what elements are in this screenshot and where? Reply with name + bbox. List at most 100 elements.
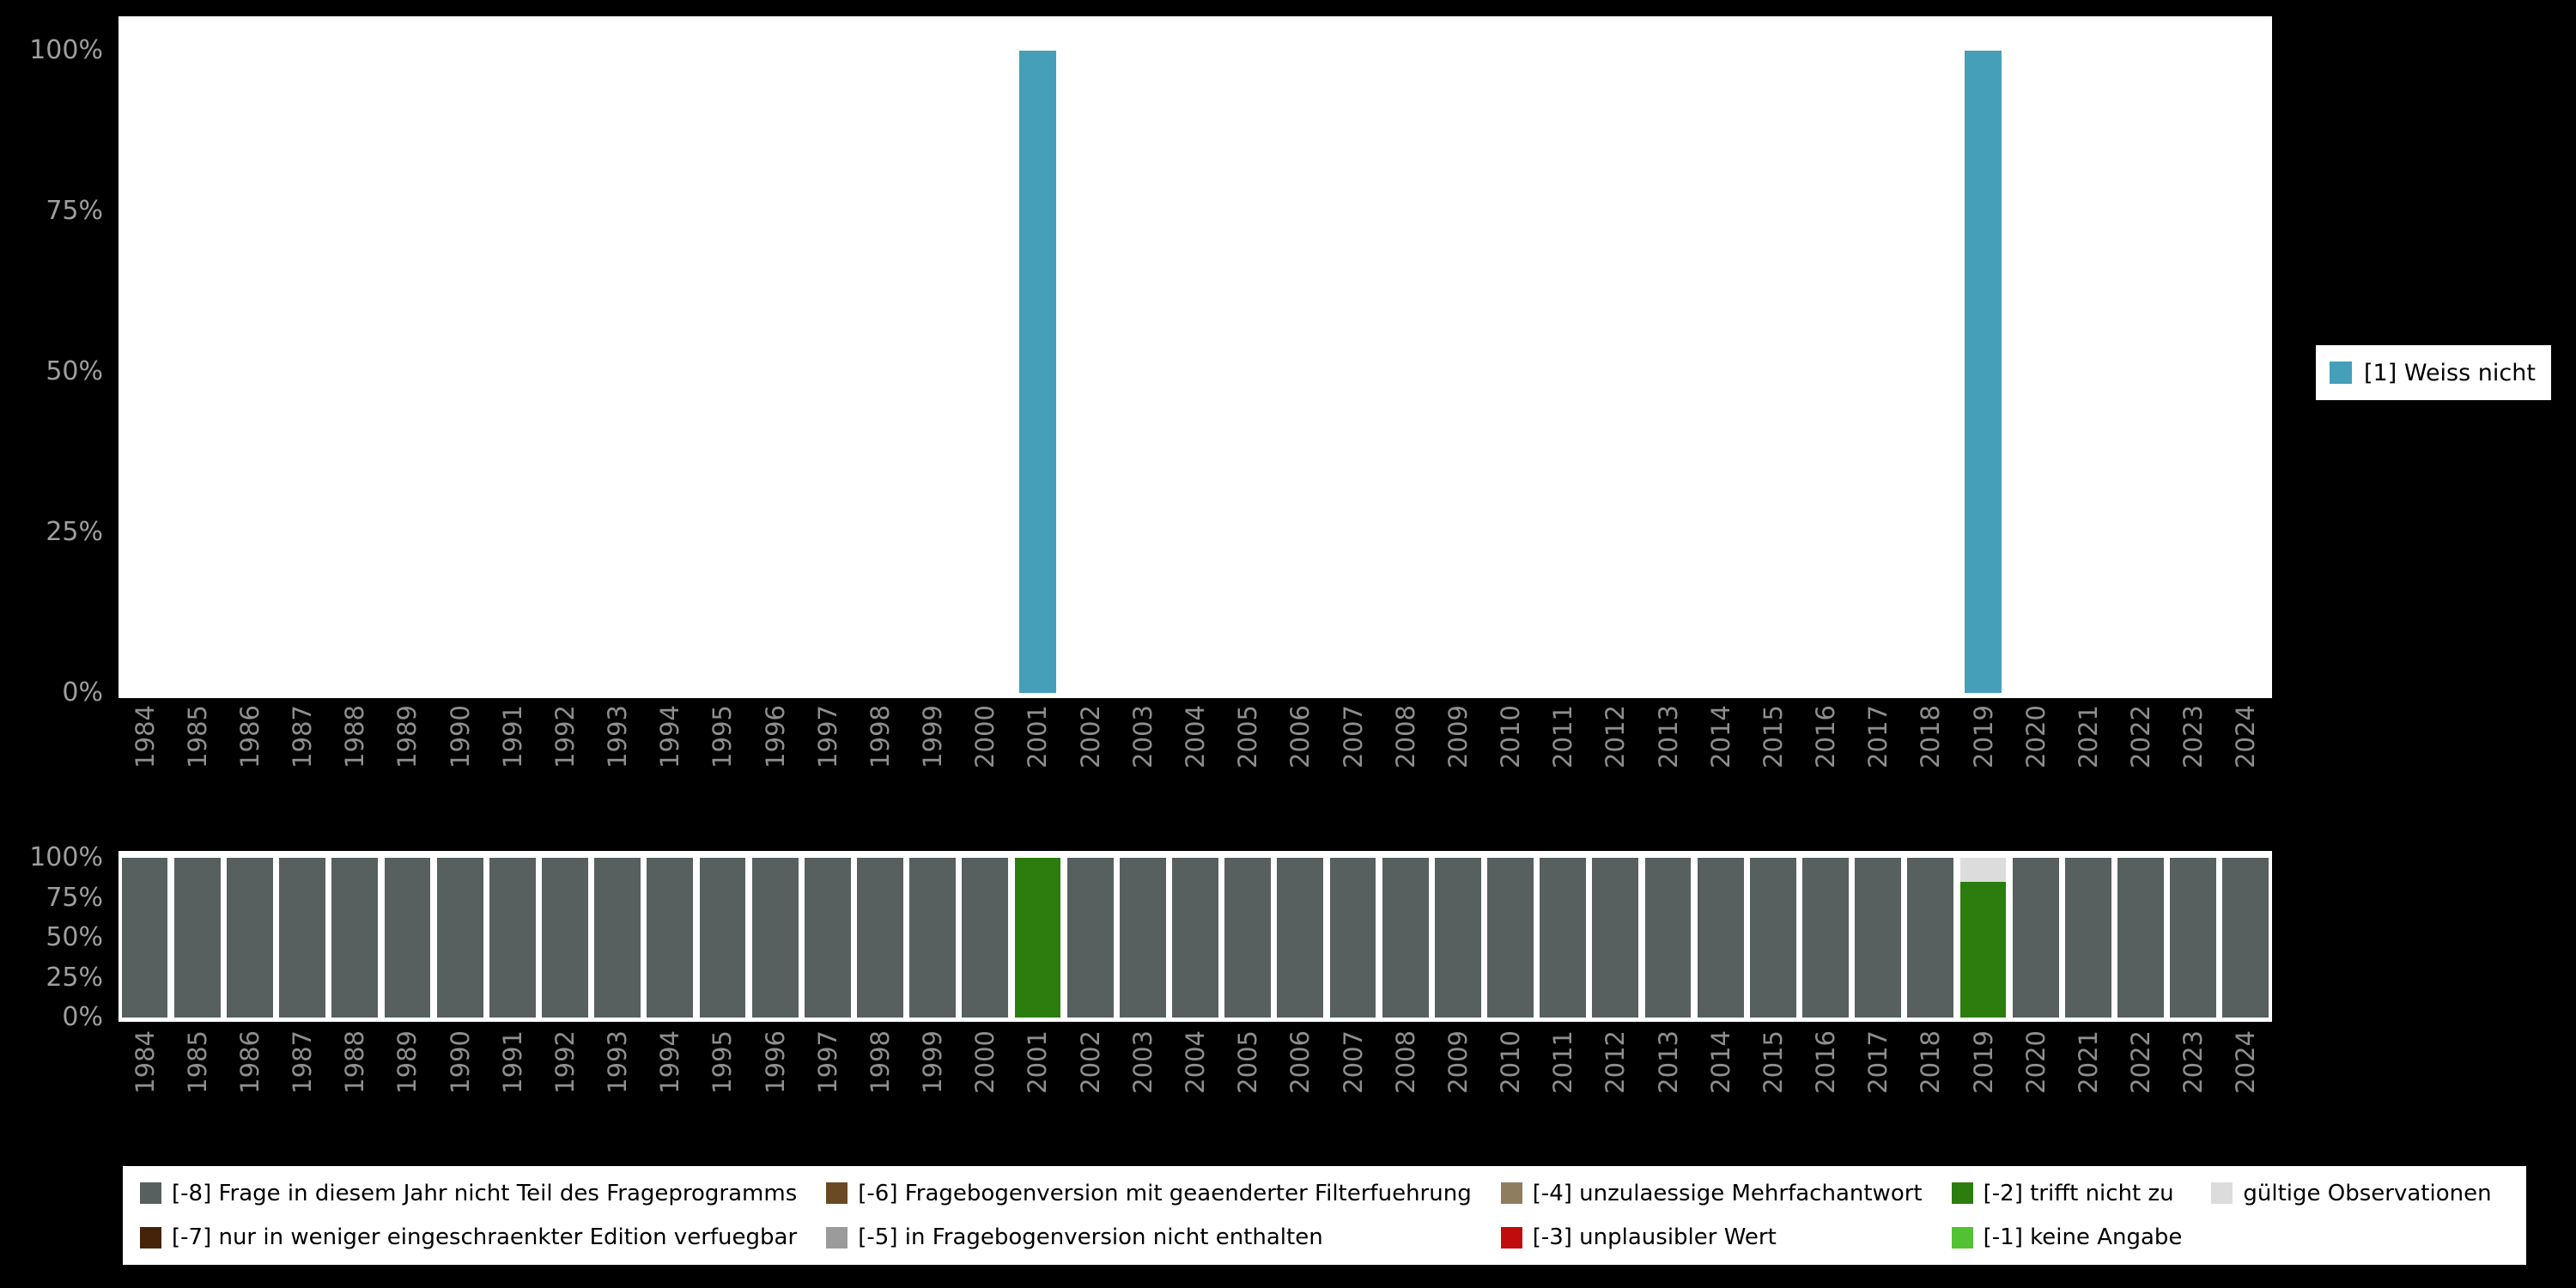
missing-bar-2018 xyxy=(1907,858,1954,1018)
missing-bar-2006 xyxy=(1277,858,1324,1018)
missing-bar-1988 xyxy=(331,858,379,1018)
year-label-top-1989: 1989 xyxy=(392,705,422,769)
year-label-top-2000: 2000 xyxy=(970,705,1000,769)
top-y-axis: 100% 75% 50% 25% 0% xyxy=(0,0,112,1288)
year-label-top-2012: 2012 xyxy=(1601,705,1631,769)
legend-swatch--7 xyxy=(140,1226,161,1249)
legend-label--7: [-7] nur in weniger eingeschraenkter Edi… xyxy=(172,1224,798,1251)
missing-bar-1991 xyxy=(489,858,536,1018)
year-label-bottom-2001: 2001 xyxy=(1023,1030,1053,1094)
top-x-axis: 1984 1985 1986 1987 1988 1989 1990 1991 1992 1993… xyxy=(118,705,2272,817)
year-label-top-2006: 2006 xyxy=(1285,705,1315,769)
missing-bar-2001 xyxy=(1014,858,1061,1018)
missing-bar-2024 xyxy=(2222,858,2269,1018)
missing-bar-2004 xyxy=(1172,858,1218,1018)
year-label-bottom-2003: 2003 xyxy=(1127,1030,1157,1094)
year-label-top-2008: 2008 xyxy=(1390,705,1420,769)
legend-item--8: [-8] Frage in diesem Jahr nicht Teil des… xyxy=(140,1181,797,1206)
weiss-nicht-swatch xyxy=(2330,361,2352,384)
year-label-top-2020: 2020 xyxy=(2020,705,2050,769)
year-label-top-2022: 2022 xyxy=(2126,705,2156,769)
year-label-bottom-2002: 2002 xyxy=(1075,1030,1105,1094)
missing-bar-2007 xyxy=(1329,858,1376,1018)
year-label-bottom-2020: 2020 xyxy=(2020,1030,2050,1094)
missing-bar-2000 xyxy=(962,858,1009,1018)
missing-bar-1986 xyxy=(227,858,273,1018)
year-label-bottom-2008: 2008 xyxy=(1390,1030,1420,1094)
year-label-bottom-2023: 2023 xyxy=(2178,1030,2208,1094)
year-label-top-2021: 2021 xyxy=(2073,705,2103,769)
legend-label--8: [-8] Frage in diesem Jahr nicht Teil des… xyxy=(172,1180,798,1206)
year-label-top-1995: 1995 xyxy=(708,705,738,769)
bottom-y-axis: 100% 75% 50% 25% 0% xyxy=(0,0,112,1288)
year-label-bottom-2017: 2017 xyxy=(1863,1030,1893,1094)
legend-label--1: [-1] keine Angabe xyxy=(1983,1224,2183,1251)
missing-bar-1993 xyxy=(594,858,641,1018)
missing-bar-2022 xyxy=(2117,858,2164,1018)
ytick-100pct: 100% xyxy=(29,842,103,872)
year-label-top-2019: 2019 xyxy=(1968,705,1998,769)
legend-item--3: [-3] unplausibler Wert xyxy=(1500,1224,1923,1251)
year-label-top-2017: 2017 xyxy=(1863,705,1893,769)
answer-bar-2001 xyxy=(1019,51,1056,693)
year-label-bottom-2012: 2012 xyxy=(1601,1030,1631,1094)
year-label-bottom-2007: 2007 xyxy=(1338,1030,1368,1094)
legend-item--1: [-1] keine Angabe xyxy=(1951,1224,2183,1251)
year-label-bottom-2009: 2009 xyxy=(1443,1030,1473,1094)
bottom-x-axis: 1984 1985 1986 1987 1988 1989 1990 1991 1992 1993… xyxy=(118,1030,2272,1142)
year-label-top-2023: 2023 xyxy=(2178,705,2208,769)
legend-swatch--2 xyxy=(1951,1182,1973,1205)
missing-bar-1995 xyxy=(699,858,746,1018)
year-label-bottom-1987: 1987 xyxy=(288,1030,318,1094)
year-label-top-2005: 2005 xyxy=(1233,705,1263,769)
missing-bar-2019 xyxy=(1959,858,2007,882)
year-label-bottom-2014: 2014 xyxy=(1705,1030,1735,1094)
year-label-top-2015: 2015 xyxy=(1758,705,1788,769)
ytick-0pct: 0% xyxy=(62,1002,103,1032)
missing-bar-2011 xyxy=(1540,858,1587,1018)
weiss-nicht-label: [1] Weiss nicht xyxy=(2364,359,2536,386)
year-label-bottom-2010: 2010 xyxy=(1496,1030,1526,1094)
legend-item--7: [-7] nur in weniger eingeschraenkter Edi… xyxy=(140,1224,797,1250)
year-label-top-2010: 2010 xyxy=(1496,705,1526,769)
missing-codes-legend: [-8] Frage in diesem Jahr nicht Teil des… xyxy=(123,1166,2526,1265)
year-label-bottom-2000: 2000 xyxy=(970,1030,1000,1094)
year-label-bottom-1986: 1986 xyxy=(234,1030,264,1094)
ytick-75pct: 75% xyxy=(46,196,103,226)
missing-bar-1989 xyxy=(384,858,431,1018)
legend-label--6: [-6] Fragebogenversion mit geaenderter F… xyxy=(858,1180,1472,1206)
ytick-100pct: 100% xyxy=(29,35,103,65)
legend-item--4: [-4] unzulaessige Mehrfachantwort xyxy=(1500,1181,1923,1206)
year-label-top-1988: 1988 xyxy=(340,705,370,769)
missing-bar-1994 xyxy=(647,858,694,1018)
year-label-bottom-1988: 1988 xyxy=(340,1030,370,1094)
year-label-top-1997: 1997 xyxy=(812,705,842,769)
year-label-bottom-1984: 1984 xyxy=(130,1030,160,1094)
legend-swatch--3 xyxy=(1500,1226,1522,1249)
year-label-top-1985: 1985 xyxy=(182,705,212,769)
year-label-top-1994: 1994 xyxy=(655,705,685,769)
year-label-bottom-2013: 2013 xyxy=(1653,1030,1683,1094)
year-label-bottom-2004: 2004 xyxy=(1181,1030,1210,1094)
missing-codes-plot xyxy=(118,851,2272,1022)
missing-bar-1984 xyxy=(121,858,168,1018)
missing-bar-2008 xyxy=(1382,858,1429,1018)
year-label-bottom-1997: 1997 xyxy=(812,1030,842,1094)
missing-bar-2005 xyxy=(1224,858,1272,1018)
year-label-bottom-1993: 1993 xyxy=(603,1030,633,1094)
missing-bar-1985 xyxy=(173,858,221,1018)
legend-item--2: [-2] trifft nicht zu xyxy=(1951,1181,2183,1206)
year-label-bottom-2021: 2021 xyxy=(2073,1030,2103,1094)
missing-bar-2014 xyxy=(1697,858,1744,1018)
year-label-top-2018: 2018 xyxy=(1916,705,1946,769)
missing-bar-2009 xyxy=(1434,858,1481,1018)
year-label-bottom-1995: 1995 xyxy=(708,1030,738,1094)
ytick-25pct: 25% xyxy=(46,517,103,547)
year-label-bottom-2015: 2015 xyxy=(1758,1030,1788,1094)
ytick-25pct: 25% xyxy=(46,962,103,993)
missing-bar-2003 xyxy=(1119,858,1166,1018)
year-label-top-2009: 2009 xyxy=(1443,705,1473,769)
year-label-bottom-2019: 2019 xyxy=(1968,1030,1998,1094)
missing-bar-1998 xyxy=(857,858,903,1018)
legend-label--3: [-3] unplausibler Wert xyxy=(1532,1224,1777,1251)
